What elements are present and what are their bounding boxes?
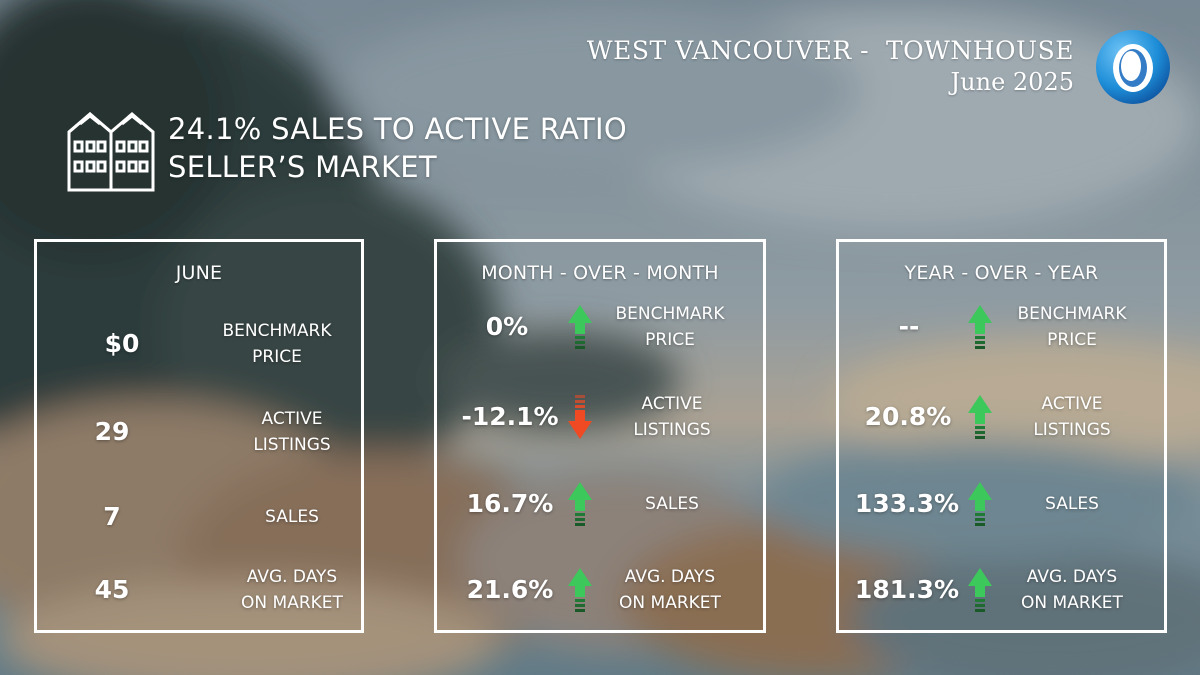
mom-sales-label: SALES xyxy=(645,494,699,514)
mom-panel: MONTH - OVER - MONTH 0% BENCHMARK PRICE -… xyxy=(434,239,766,633)
yoy-days-value: 181.3% xyxy=(854,575,960,604)
yoy-active-value: 20.8% xyxy=(864,402,952,431)
yoy-row-sales: 133.3% SALES xyxy=(839,474,1164,534)
june-days-value: 45 xyxy=(94,575,130,604)
mom-days-value: 21.6% xyxy=(466,575,554,604)
june-days-label: AVG. DAYS ON MARKET xyxy=(241,567,343,613)
june-sales-label: SALES xyxy=(265,507,319,527)
townhouse-building-icon xyxy=(66,110,156,192)
yoy-sales-label: SALES xyxy=(1045,494,1099,514)
june-row-sales: 7 SALES xyxy=(37,487,361,547)
june-active-value: 29 xyxy=(94,417,130,446)
yoy-row-days: 181.3% AVG. DAYS ON MARKET xyxy=(839,560,1164,620)
mom-active-value: -12.1% xyxy=(461,402,559,431)
mom-benchmark-value: 0% xyxy=(485,312,529,341)
june-benchmark-value: $0 xyxy=(104,329,140,358)
june-panel: JUNE $0 BENCHMARK PRICE 29 ACTIVE LISTINGS… xyxy=(34,239,364,633)
yoy-sales-value: 133.3% xyxy=(854,489,960,518)
location-title: WEST VANCOUVER - TOWNHOUSE xyxy=(586,36,1074,65)
june-panel-title: JUNE xyxy=(175,262,223,284)
arrow-up-icon xyxy=(567,566,593,614)
mom-row-benchmark: 0% BENCHMARK PRICE xyxy=(437,297,763,357)
yoy-row-active: 20.8% ACTIVE LISTINGS xyxy=(839,387,1164,447)
yoy-panel: YEAR - OVER - YEAR -- BENCHMARK PRICE 20.… xyxy=(836,239,1167,633)
mom-benchmark-label: BENCHMARK PRICE xyxy=(615,304,725,350)
arrow-up-icon xyxy=(967,480,993,528)
june-benchmark-label: BENCHMARK PRICE xyxy=(222,321,332,367)
logo-ring-icon xyxy=(1094,28,1172,106)
june-row-benchmark: $0 BENCHMARK PRICE xyxy=(37,314,361,374)
june-sales-value: 7 xyxy=(103,502,121,531)
mom-active-label: ACTIVE LISTINGS xyxy=(633,394,711,440)
mom-row-days: 21.6% AVG. DAYS ON MARKET xyxy=(437,560,763,620)
june-row-days: 45 AVG. DAYS ON MARKET xyxy=(37,560,361,620)
yoy-benchmark-value: -- xyxy=(898,312,920,341)
report-title: WEST VANCOUVER - TOWNHOUSE June 2025 xyxy=(587,36,1074,98)
arrow-up-icon xyxy=(967,566,993,614)
mom-row-sales: 16.7% SALES xyxy=(437,474,763,534)
mom-sales-value: 16.7% xyxy=(466,489,554,518)
mom-days-label: AVG. DAYS ON MARKET xyxy=(619,567,721,613)
june-active-label: ACTIVE LISTINGS xyxy=(253,409,331,455)
yoy-days-label: AVG. DAYS ON MARKET xyxy=(1021,567,1123,613)
period-subtitle: June 2025 xyxy=(950,68,1074,96)
sales-ratio-headline: 24.1% SALES TO ACTIVE RATIO xyxy=(168,112,627,146)
yoy-panel-title: YEAR - OVER - YEAR xyxy=(904,262,1099,284)
june-row-active: 29 ACTIVE LISTINGS xyxy=(37,402,361,462)
headline: 24.1% SALES TO ACTIVE RATIO SELLER’S MAR… xyxy=(66,110,627,192)
arrow-up-icon xyxy=(967,393,993,441)
yoy-active-label: ACTIVE LISTINGS xyxy=(1033,394,1111,440)
arrow-up-icon xyxy=(967,303,993,351)
market-type-headline: SELLER’S MARKET xyxy=(168,150,437,184)
arrow-up-icon xyxy=(567,480,593,528)
mom-panel-title: MONTH - OVER - MONTH xyxy=(481,262,719,284)
arrow-down-icon xyxy=(567,393,593,441)
yoy-benchmark-label: BENCHMARK PRICE xyxy=(1017,304,1127,350)
arrow-up-icon xyxy=(567,303,593,351)
mom-row-active: -12.1% ACTIVE LISTINGS xyxy=(437,387,763,447)
yoy-row-benchmark: -- BENCHMARK PRICE xyxy=(839,297,1164,357)
